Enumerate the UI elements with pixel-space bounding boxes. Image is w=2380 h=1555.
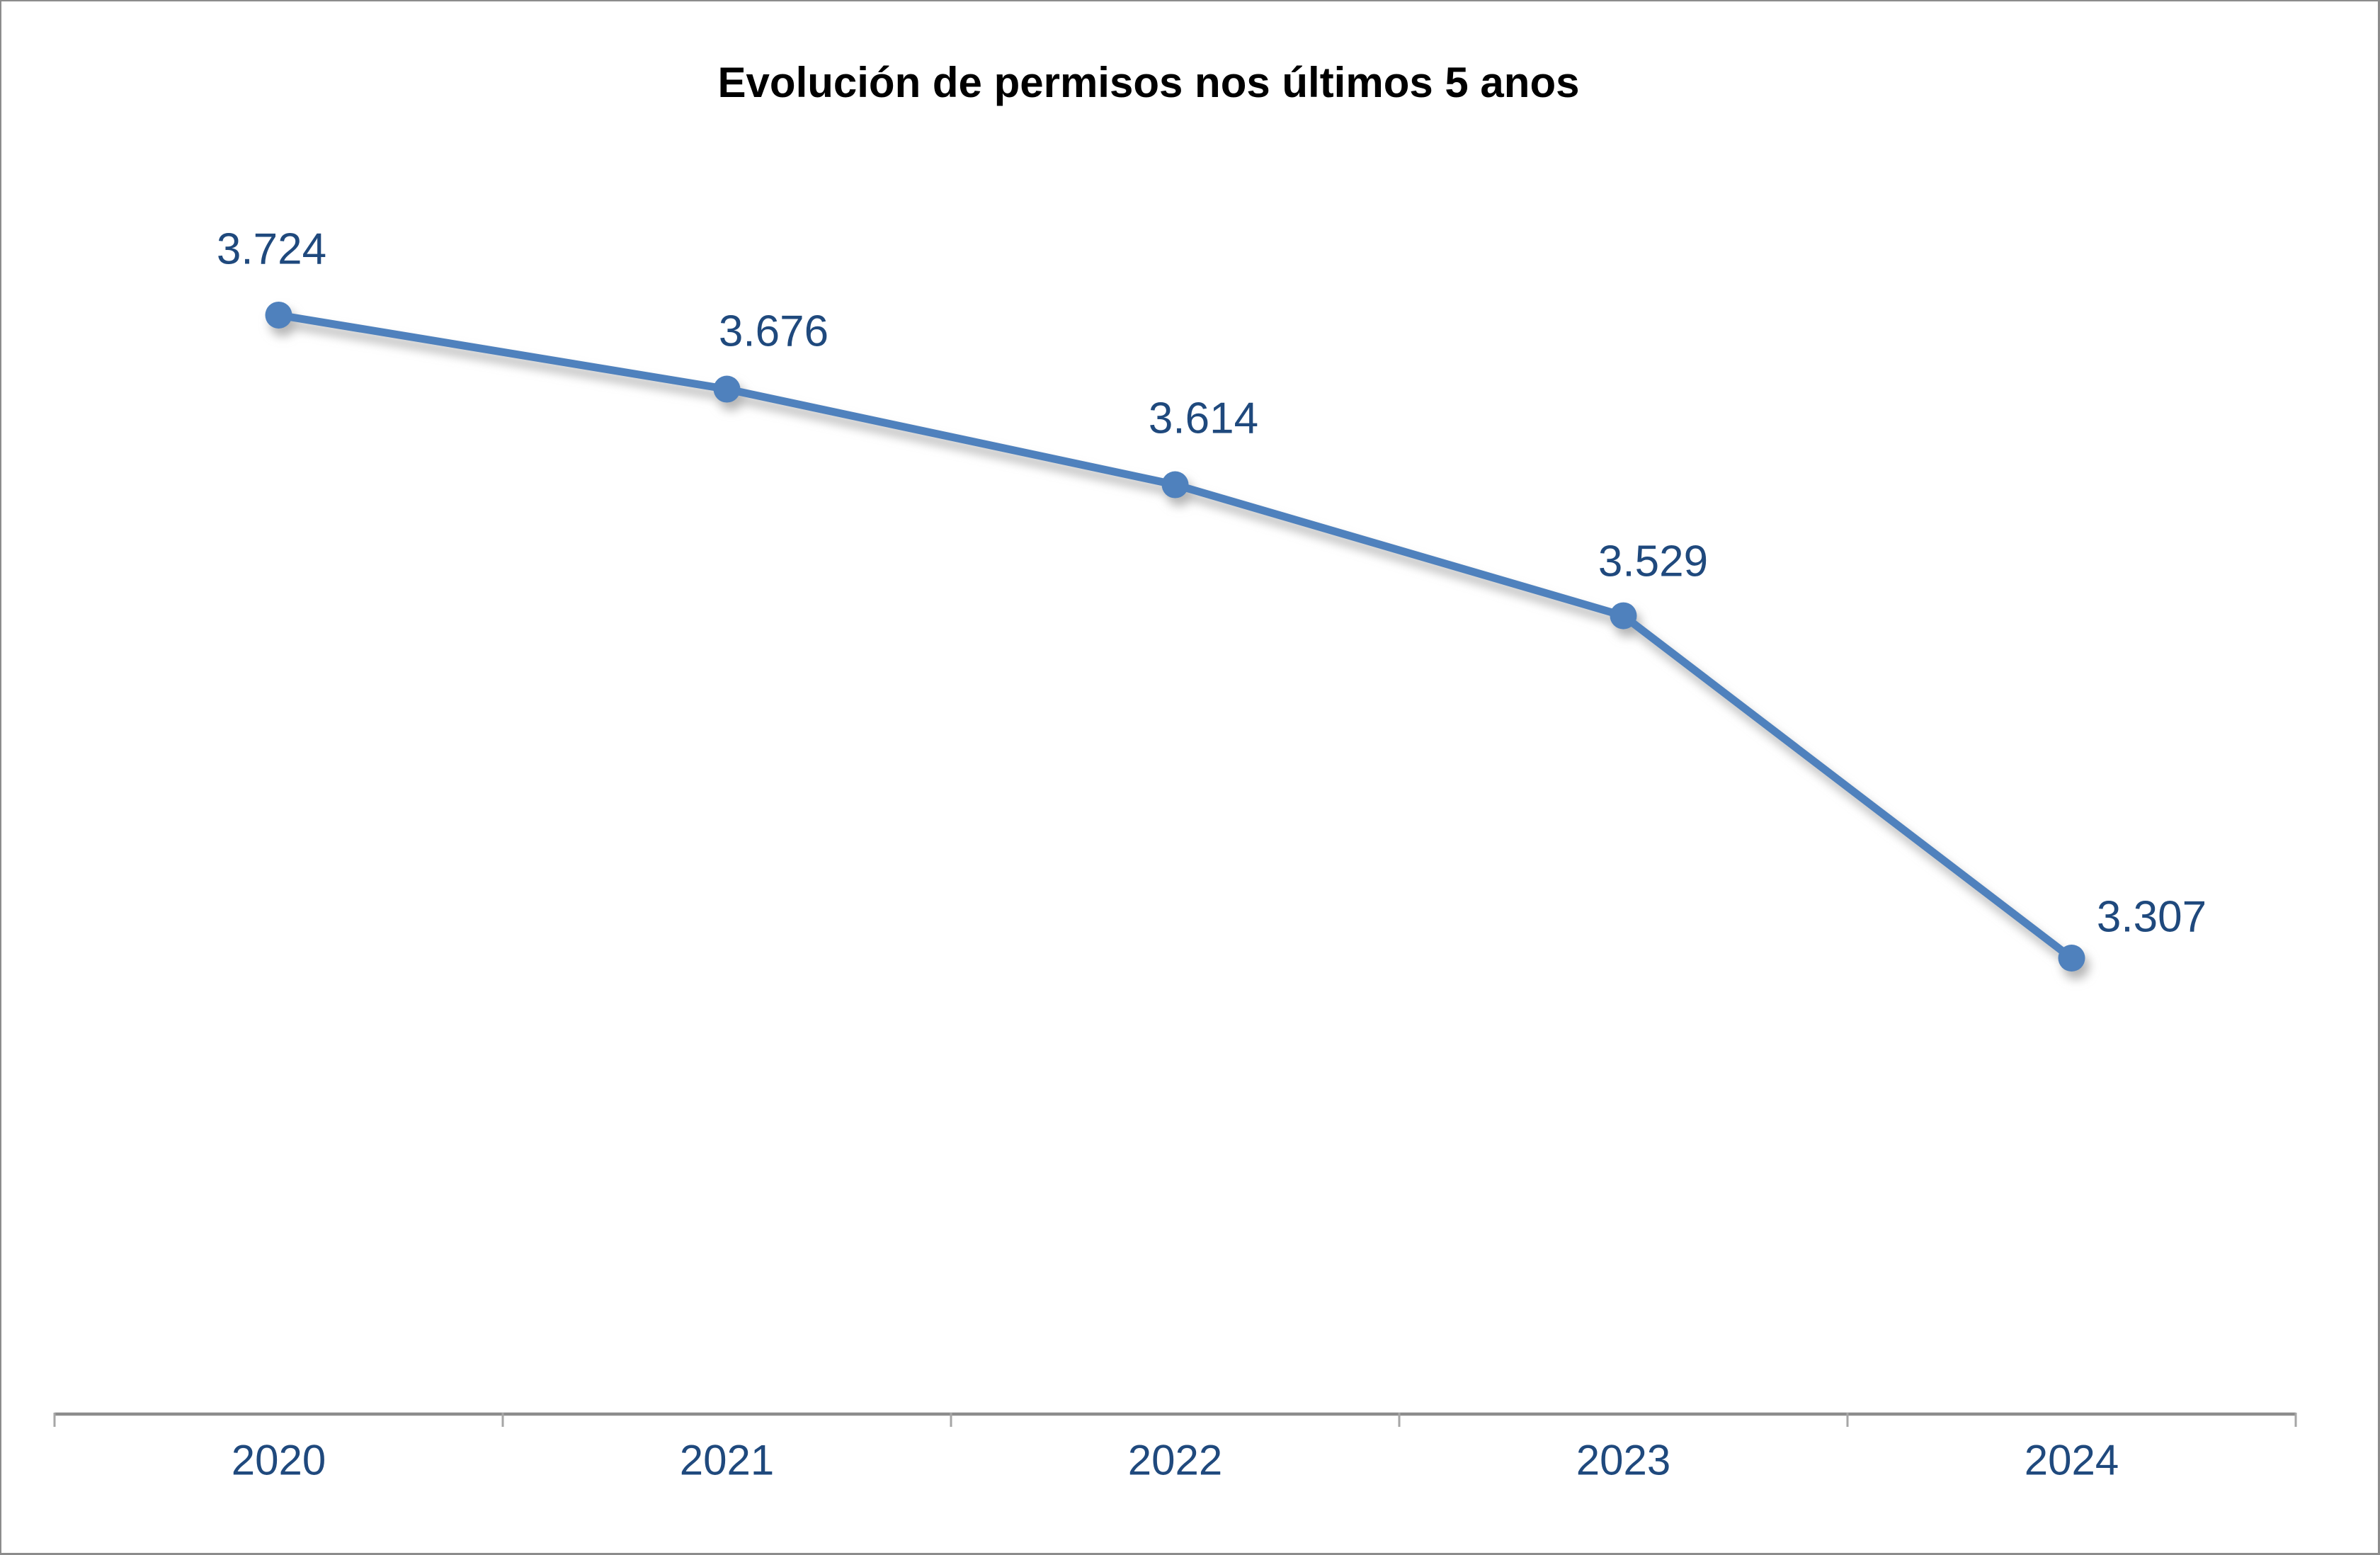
data-label: 3.529 xyxy=(1598,537,1709,586)
x-axis-label: 2023 xyxy=(1576,1436,1671,1484)
data-point-marker xyxy=(1161,471,1189,499)
x-axis-label: 2020 xyxy=(231,1436,326,1484)
data-label: 3.676 xyxy=(718,307,829,355)
data-point-marker xyxy=(1610,602,1637,630)
x-axis-label: 2022 xyxy=(1127,1436,1223,1484)
data-point-marker xyxy=(713,375,741,403)
series-permisos xyxy=(265,301,2085,972)
data-point-marker xyxy=(265,301,292,329)
data-label: 3.724 xyxy=(216,224,327,274)
x-axis-label: 2024 xyxy=(2024,1436,2119,1484)
x-axis xyxy=(53,1412,2297,1427)
x-axis-label: 2021 xyxy=(679,1436,775,1484)
chart-title: Evolución de permisos nos últimos 5 anos xyxy=(717,59,1580,106)
data-label: 3.307 xyxy=(2096,892,2207,942)
data-label: 3.614 xyxy=(1148,394,1259,443)
data-point-marker xyxy=(2058,945,2085,972)
